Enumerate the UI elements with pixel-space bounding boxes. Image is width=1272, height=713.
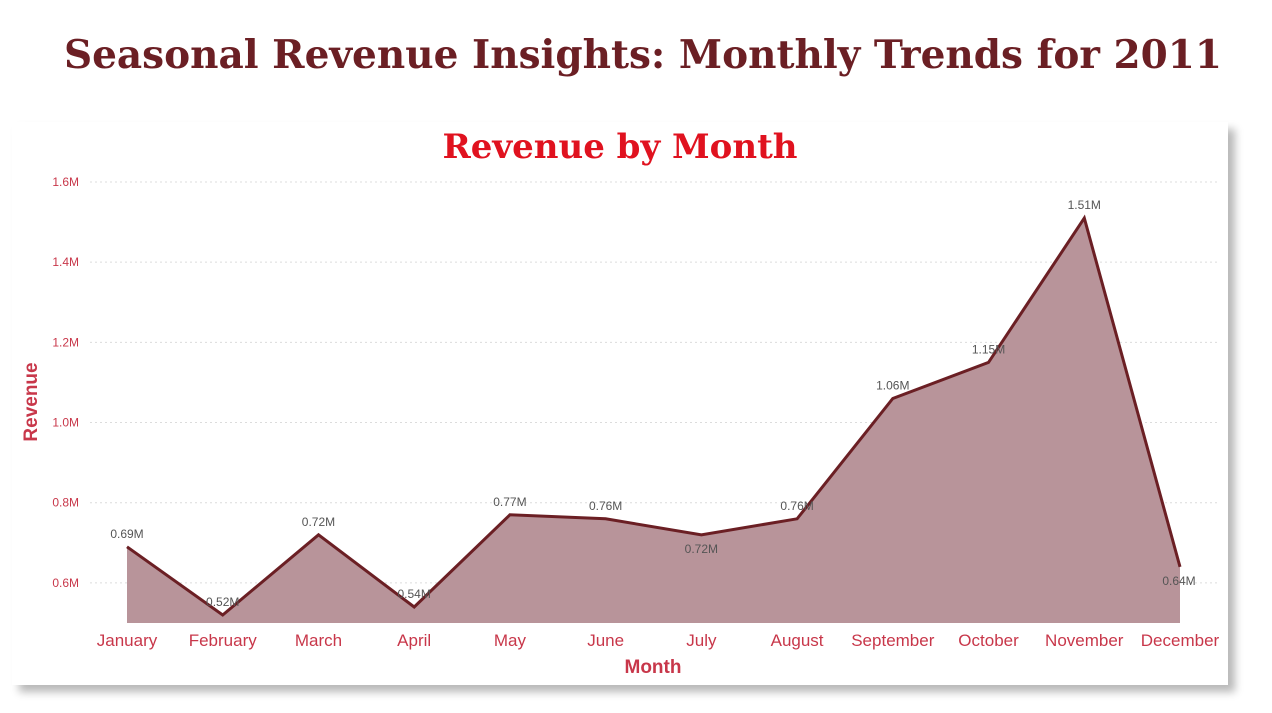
y-tick-label: 0.8M [52,496,79,510]
y-tick-label: 0.6M [52,576,79,590]
revenue-area [127,218,1180,623]
data-label: 0.72M [685,542,718,556]
data-labels: 0.69M 0.52M 0.72M 0.54M 0.77M 0.76M 0.72M 0.76M… [110,198,1195,609]
x-tick-label: September [851,631,934,650]
y-axis-ticks: 0.6M 0.8M 1.0M 1.2M 1.4M 1.6M [52,175,79,590]
y-axis-label: Revenue [21,362,42,441]
revenue-line [126,214,1182,617]
data-label: 0.77M [493,495,526,509]
x-tick-label: August [771,631,824,650]
x-tick-label: March [295,631,342,650]
chart-card: Revenue by Month 0.6M 0.8M 1.0M 1.2M 1.4M 1.6… [12,122,1228,685]
x-tick-label: July [686,631,717,650]
data-label: 0.52M [206,595,239,609]
y-tick-label: 1.6M [52,175,79,189]
x-tick-label: October [958,631,1019,650]
y-tick-label: 1.0M [52,416,79,430]
x-axis-ticks: January February March April May June July Augu… [97,631,1220,650]
chart-title: Revenue by Month [442,127,797,167]
x-tick-label: April [397,631,431,650]
x-tick-label: December [1141,631,1220,650]
x-tick-label: June [587,631,624,650]
revenue-area-chart: Revenue by Month 0.6M 0.8M 1.0M 1.2M 1.4M 1.6… [21,127,1220,678]
data-label: 0.54M [398,587,431,601]
x-tick-label: November [1045,631,1124,650]
x-axis-label: Month [625,657,682,678]
data-label: 0.64M [1162,574,1195,588]
data-label: 0.72M [302,515,335,529]
x-tick-label: February [189,631,258,650]
data-label: 0.69M [110,527,143,541]
data-label: 0.76M [780,499,813,513]
page-title: Seasonal Revenue Insights: Monthly Trend… [63,32,1223,78]
y-tick-label: 1.2M [52,335,79,349]
x-tick-label: January [97,631,158,650]
data-label: 1.06M [876,378,909,392]
y-tick-label: 1.4M [52,255,79,269]
data-label: 0.76M [589,499,622,513]
data-label: 1.51M [1068,198,1101,212]
data-label: 1.15M [972,342,1005,356]
x-tick-label: May [494,631,527,650]
